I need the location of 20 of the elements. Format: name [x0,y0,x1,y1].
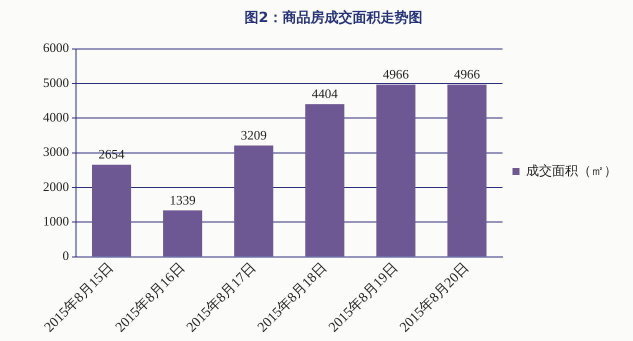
data-label: 3209 [240,127,267,142]
legend-label: 成交面积（㎡） [526,162,617,179]
data-label: 4966 [454,66,480,82]
bar [447,84,487,256]
y-tick-label: 2000 [43,178,69,194]
y-tick-label: 6000 [43,40,69,56]
chart-title: 图2：商品房成交面积走势图 [244,9,422,26]
bar [163,210,202,256]
data-label: 4966 [382,66,410,82]
bar [92,164,132,256]
bar [234,146,274,256]
y-tick-label: 5000 [43,74,69,90]
bar [305,104,344,256]
bar [376,84,416,256]
y-tick-label: 1000 [43,214,69,229]
y-tick-label: 4000 [43,110,69,125]
data-label: 4404 [312,86,338,102]
y-tick-label: 0 [62,248,69,264]
data-label: 1339 [170,192,196,208]
y-tick-label: 3000 [43,144,69,160]
